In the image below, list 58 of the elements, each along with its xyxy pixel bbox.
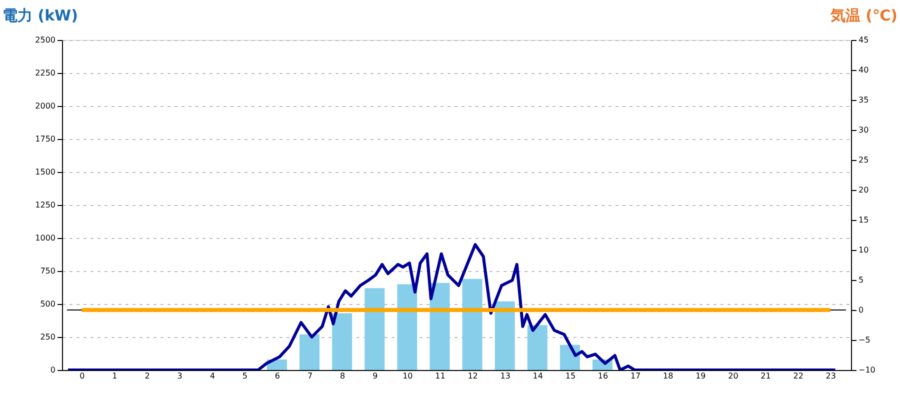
x-tick-label: 22 — [793, 372, 804, 380]
x-tick-label: 2 — [144, 372, 150, 380]
y-tick-label: 750 — [40, 266, 56, 276]
bar — [527, 325, 548, 370]
x-tick-label: 6 — [274, 372, 280, 380]
y2-tick-label: 25 — [858, 156, 869, 164]
bar — [494, 301, 515, 370]
x-tick-label: 14 — [532, 372, 543, 380]
y-tick-label: 2250 — [35, 68, 56, 78]
y2-tick-label: 15 — [858, 216, 869, 224]
x-tick-label: 11 — [435, 372, 446, 380]
x-tick-label: 3 — [177, 372, 182, 380]
y-axis-title: 電力 (kW) — [2, 6, 78, 24]
line-series — [66, 243, 837, 370]
y-tick-label: 1250 — [35, 200, 56, 210]
y2-tick-label: 20 — [858, 186, 869, 194]
x-tick-label: 9 — [372, 372, 378, 380]
x-tick-label: 4 — [210, 372, 215, 380]
x-tick-label: 20 — [728, 372, 738, 380]
x-tick-label: 8 — [340, 372, 346, 380]
y2-tick-label: 30 — [858, 126, 869, 134]
y2-tick-label: 40 — [858, 66, 869, 74]
x-tick-label: 7 — [307, 372, 313, 380]
y-tick-label: 1500 — [35, 168, 56, 176]
y-tick-label: 250 — [40, 332, 56, 342]
y2-tick-label: −10 — [858, 366, 876, 374]
y-tick-label: 1750 — [35, 134, 56, 144]
x-tick-label: 5 — [242, 372, 248, 380]
y-tick-label: 1000 — [35, 234, 56, 242]
y-tick-label: 2000 — [35, 102, 56, 110]
x-tick-label: 17 — [630, 372, 641, 380]
x-tick-label: 0 — [80, 372, 85, 380]
x-tick-label: 12 — [468, 372, 478, 380]
bar — [462, 278, 482, 370]
y2-tick-label: 45 — [858, 36, 869, 44]
x-tick-label: 16 — [598, 372, 608, 380]
y-tick-label: 500 — [40, 300, 56, 308]
bar — [332, 313, 352, 370]
x-tick-label: 1 — [112, 372, 118, 380]
x-tick-label: 10 — [402, 372, 413, 380]
x-tick-label: 21 — [760, 372, 771, 380]
y2-tick-label: 0 — [858, 306, 864, 314]
y2-tick-label: 5 — [858, 276, 864, 284]
bar — [364, 288, 385, 370]
x-tick-label: 13 — [500, 372, 510, 380]
bar — [397, 284, 418, 370]
x-tick-label: 15 — [565, 372, 576, 380]
y2-tick-label: 35 — [858, 96, 869, 104]
y2-tick-label: −5 — [858, 336, 870, 344]
y-tick-label: 0 — [50, 366, 56, 374]
x-tick-label: 23 — [826, 372, 836, 380]
bar — [430, 282, 450, 370]
y2-axis-title: 気温 (℃) — [829, 6, 898, 24]
bar — [300, 334, 320, 370]
x-tick-label: 18 — [663, 372, 674, 380]
y-tick-label: 2500 — [35, 36, 56, 44]
x-tick-label: 19 — [696, 372, 706, 380]
y2-tick-label: 10 — [858, 246, 869, 254]
